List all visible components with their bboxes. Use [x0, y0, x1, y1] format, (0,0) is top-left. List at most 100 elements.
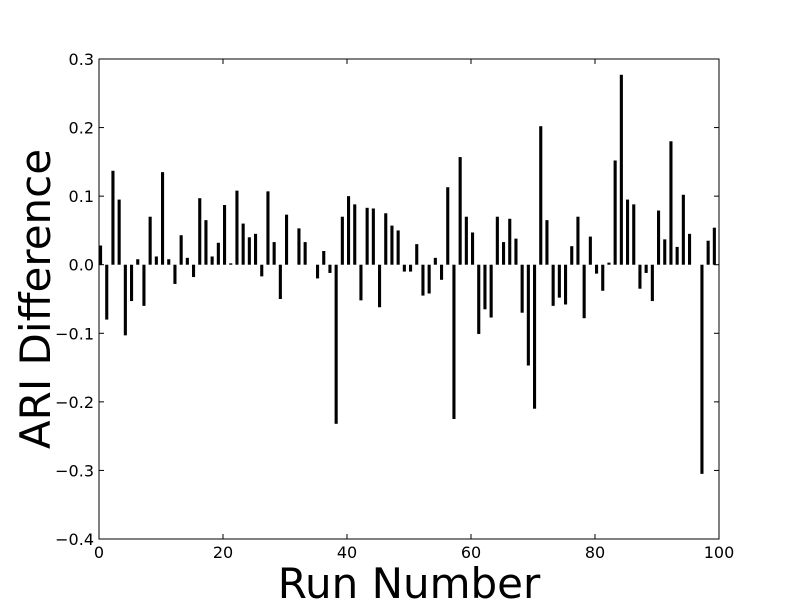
- bar-run-23: [241, 223, 245, 265]
- bar-run-1: [105, 264, 109, 320]
- bar-run-11: [167, 259, 171, 265]
- bar-run-94: [681, 194, 685, 265]
- bar-run-80: [595, 264, 599, 274]
- x-tick-label: 60: [461, 543, 481, 562]
- plot-area-frame: [98, 58, 720, 540]
- bar-run-71: [539, 126, 543, 265]
- bar-run-57: [452, 264, 456, 419]
- bar-run-95: [688, 233, 692, 265]
- bar-run-97: [700, 264, 704, 474]
- bar-run-89: [650, 264, 654, 302]
- bar-run-16: [198, 198, 202, 265]
- x-tick-label: 40: [337, 543, 357, 562]
- bar-run-61: [477, 264, 481, 334]
- bar-run-50: [409, 264, 413, 272]
- ticks-group: 0 20 40 60 80 100 −0.4 −0.3 −0.2 −0.1 0.0 0.1 0.2 0.3: [55, 50, 734, 562]
- bar-run-6: [136, 259, 140, 265]
- bar-run-78: [582, 264, 586, 319]
- bar-run-44: [371, 208, 375, 265]
- bar-run-59: [464, 216, 468, 265]
- bar-run-92: [669, 141, 673, 265]
- x-tick-label: 100: [704, 543, 735, 562]
- bar-run-58: [458, 157, 462, 265]
- bar-run-54: [433, 257, 437, 265]
- bar-run-18: [210, 256, 214, 265]
- y-tick-label: 0.0: [69, 256, 94, 275]
- bar-run-40: [347, 196, 351, 265]
- y-tick-label: −0.4: [55, 530, 94, 549]
- x-tick-label: 80: [585, 543, 605, 562]
- bar-run-43: [365, 207, 369, 265]
- bar-run-47: [390, 225, 394, 265]
- bar-run-10: [161, 172, 165, 265]
- bar-run-36: [322, 251, 326, 265]
- bar-run-88: [644, 264, 648, 273]
- x-axis-title: Run Number: [278, 559, 541, 600]
- bar-run-73: [551, 264, 555, 306]
- bar-run-86: [632, 204, 636, 265]
- bar-run-74: [557, 264, 561, 298]
- bar-run-82: [607, 262, 611, 265]
- bar-run-26: [260, 264, 264, 277]
- bar-run-83: [613, 160, 617, 265]
- bar-run-68: [520, 264, 524, 313]
- y-tick-label: 0.1: [69, 187, 94, 206]
- bar-run-21: [229, 263, 233, 265]
- bar-run-84: [619, 74, 623, 265]
- bar-run-90: [657, 210, 661, 265]
- bar-run-17: [204, 220, 208, 265]
- bar-run-48: [396, 230, 400, 265]
- bar-run-67: [514, 238, 518, 265]
- bar-run-98: [706, 240, 710, 265]
- bar-run-5: [130, 264, 134, 302]
- bar-run-85: [626, 199, 630, 265]
- bar-run-56: [446, 187, 450, 265]
- bar-run-25: [254, 233, 258, 265]
- bar-run-81: [601, 264, 605, 291]
- bar-run-8: [148, 216, 152, 265]
- bar-run-38: [334, 264, 338, 424]
- bars-group: [99, 74, 716, 474]
- bar-run-3: [117, 199, 121, 265]
- bar-run-51: [415, 244, 419, 265]
- bar-run-30: [285, 214, 289, 265]
- bar-run-35: [316, 264, 320, 279]
- bar-run-79: [588, 236, 592, 265]
- x-tick-label: 0: [94, 543, 104, 562]
- bar-run-49: [402, 264, 406, 272]
- bar-run-77: [576, 216, 580, 265]
- bar-run-19: [216, 242, 220, 265]
- bar-run-63: [489, 264, 493, 318]
- bar-run-46: [384, 213, 388, 265]
- bar-run-42: [359, 264, 363, 301]
- bar-run-29: [278, 264, 282, 299]
- bar-run-7: [142, 264, 146, 306]
- bar-run-91: [663, 239, 667, 265]
- bar-run-64: [495, 216, 499, 265]
- y-tick-label: 0.2: [69, 119, 94, 138]
- y-tick-label: −0.1: [55, 324, 94, 343]
- bar-run-41: [353, 204, 357, 265]
- y-axis-title: ARI Difference: [11, 149, 60, 449]
- bar-run-27: [266, 191, 270, 265]
- bar-run-20: [223, 205, 227, 265]
- bar-run-9: [154, 256, 158, 265]
- bar-run-45: [378, 264, 382, 308]
- bar-run-76: [570, 246, 574, 265]
- bar-run-99: [712, 227, 716, 265]
- bar-run-33: [303, 242, 307, 265]
- bar-run-60: [471, 232, 475, 265]
- bar-run-28: [272, 242, 276, 265]
- y-tick-label: −0.3: [55, 461, 94, 480]
- bar-run-12: [173, 264, 177, 284]
- bar-run-66: [508, 218, 512, 265]
- bar-run-53: [427, 264, 431, 294]
- bar-run-55: [440, 264, 444, 280]
- bar-run-93: [675, 246, 679, 265]
- bar-run-70: [533, 264, 537, 409]
- bar-run-4: [123, 264, 127, 336]
- bar-run-32: [297, 228, 301, 265]
- bar-run-87: [638, 264, 642, 289]
- bar-run-62: [483, 264, 487, 310]
- y-tick-label: −0.2: [55, 393, 94, 412]
